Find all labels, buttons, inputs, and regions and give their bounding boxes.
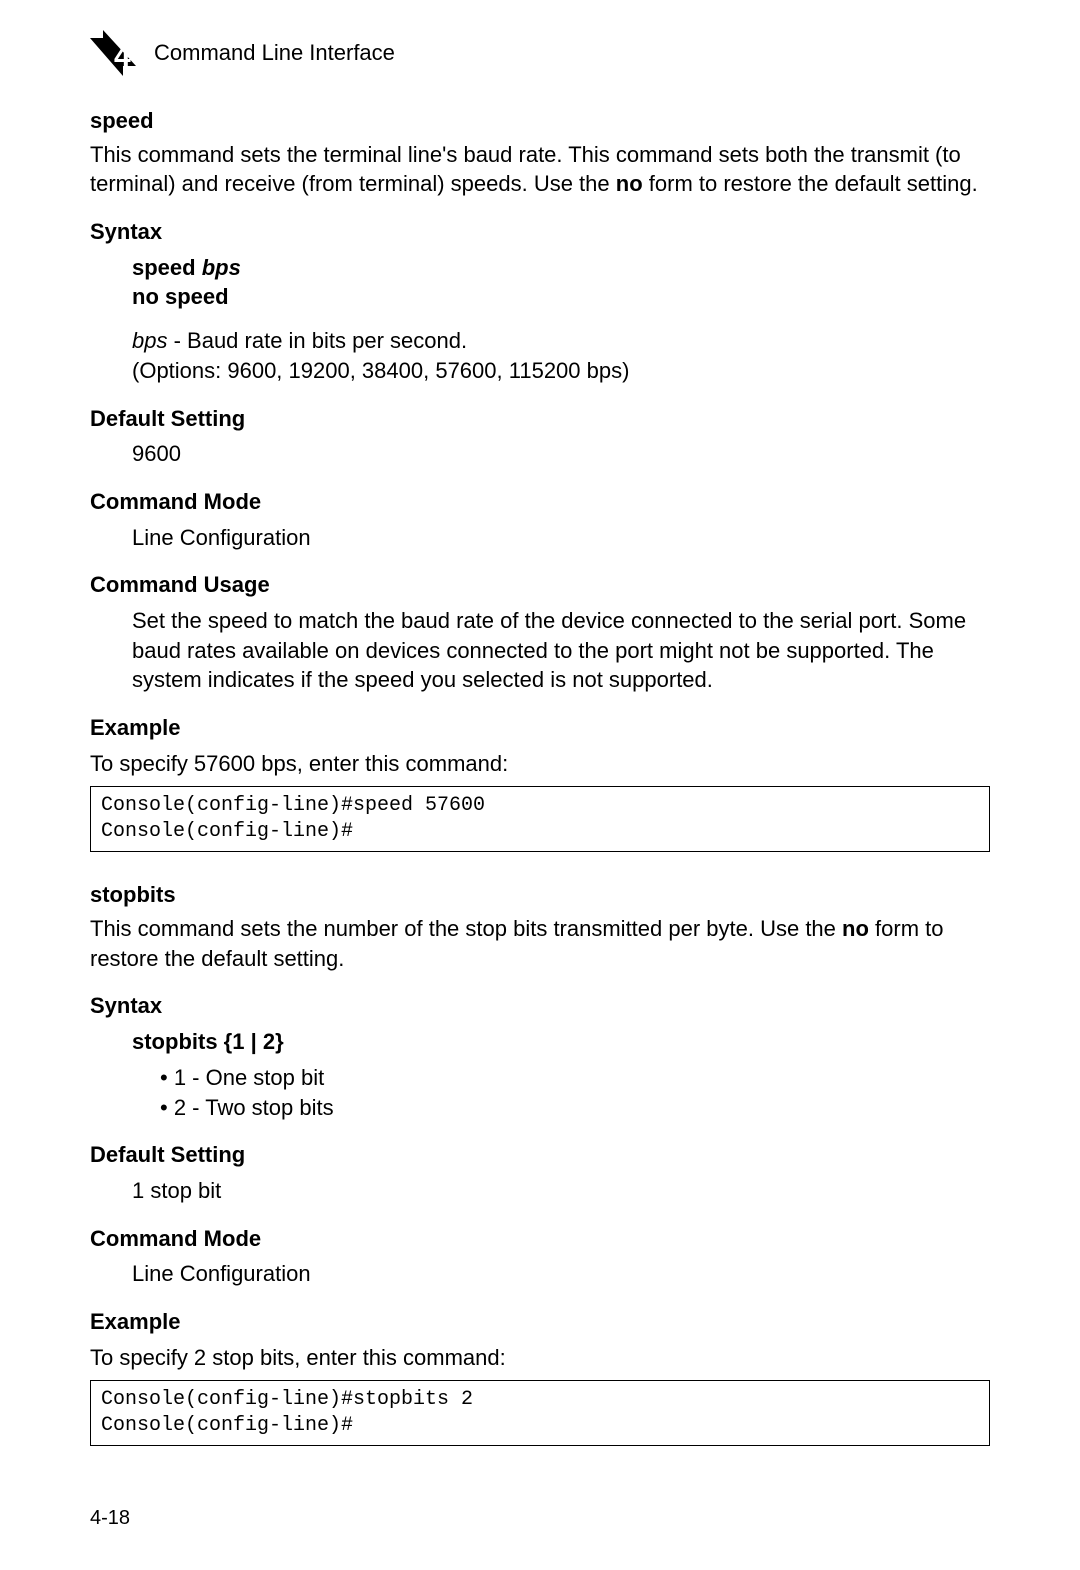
page-header: 4 Command Line Interface xyxy=(90,30,990,76)
page-number: 4-18 xyxy=(90,1505,130,1532)
stopbits-description: This command sets the number of the stop… xyxy=(90,914,990,973)
chapter-title: Command Line Interface xyxy=(154,38,395,68)
svg-text:4: 4 xyxy=(114,40,131,73)
stopbits-syntax-label: Syntax xyxy=(90,991,990,1021)
speed-usage-label: Command Usage xyxy=(90,570,990,600)
speed-param-name: bps xyxy=(132,328,167,353)
stopbits-bullet-2: 2 - Two stop bits xyxy=(160,1093,990,1123)
speed-param-block: bps - Baud rate in bits per second. (Opt… xyxy=(132,326,990,385)
stopbits-default-value: 1 stop bit xyxy=(132,1176,990,1206)
syntax-cmd: speed xyxy=(132,255,196,280)
stopbits-example-code: Console(config-line)#stopbits 2 Console(… xyxy=(90,1380,990,1446)
stopbits-mode-label: Command Mode xyxy=(90,1224,990,1254)
stopbits-bullet-1: 1 - One stop bit xyxy=(160,1063,990,1093)
speed-mode-label: Command Mode xyxy=(90,487,990,517)
chapter-icon: 4 xyxy=(90,30,136,76)
speed-title: speed xyxy=(90,106,990,136)
speed-example-intro: To specify 57600 bps, enter this command… xyxy=(90,749,990,779)
speed-param-options: (Options: 9600, 19200, 38400, 57600, 115… xyxy=(132,358,629,383)
stopbits-title: stopbits xyxy=(90,880,990,910)
speed-default-value: 9600 xyxy=(132,439,990,469)
stopbits-mode-value: Line Configuration xyxy=(132,1259,990,1289)
stopbits-example-label: Example xyxy=(90,1307,990,1337)
stopbits-syntax-line: stopbits {1 | 2} xyxy=(132,1027,990,1057)
speed-example-code: Console(config-line)#speed 57600 Console… xyxy=(90,786,990,852)
speed-syntax-label: Syntax xyxy=(90,217,990,247)
speed-usage-text: Set the speed to match the baud rate of … xyxy=(132,606,990,695)
speed-example-label: Example xyxy=(90,713,990,743)
syntax-param: bps xyxy=(202,255,241,280)
speed-param-desc: - Baud rate in bits per second. xyxy=(167,328,467,353)
speed-syntax-line2: no speed xyxy=(132,282,990,312)
speed-description: This command sets the terminal line's ba… xyxy=(90,140,990,199)
speed-mode-value: Line Configuration xyxy=(132,523,990,553)
stopbits-example-intro: To specify 2 stop bits, enter this comma… xyxy=(90,1343,990,1373)
stopbits-default-label: Default Setting xyxy=(90,1140,990,1170)
speed-default-label: Default Setting xyxy=(90,404,990,434)
document-page: 4 Command Line Interface speed This comm… xyxy=(0,0,1080,1570)
speed-syntax-line1: speed bps xyxy=(132,253,990,283)
stopbits-bullets: 1 - One stop bit 2 - Two stop bits xyxy=(160,1063,990,1122)
